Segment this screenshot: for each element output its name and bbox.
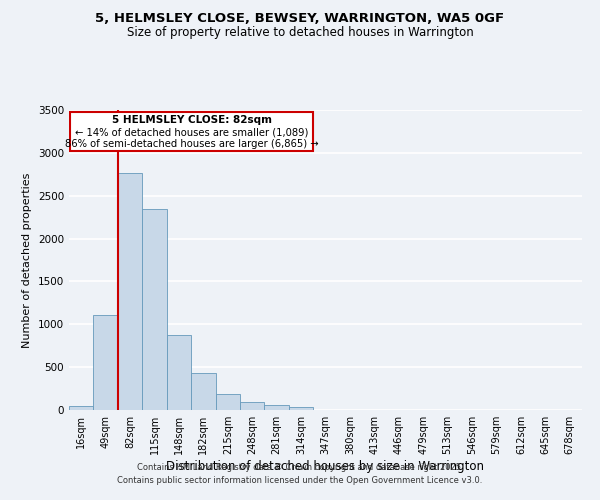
Bar (167, 336, 191, 410)
Bar (215, 394, 240, 410)
Bar (118, 174, 142, 410)
FancyBboxPatch shape (70, 112, 313, 151)
Bar (69, 406, 94, 410)
Text: Contains public sector information licensed under the Open Government Licence v3: Contains public sector information licen… (118, 476, 482, 485)
Text: ← 14% of detached houses are smaller (1,089): ← 14% of detached houses are smaller (1,… (75, 127, 308, 137)
Y-axis label: Number of detached properties: Number of detached properties (22, 172, 32, 348)
Bar (240, 402, 265, 410)
Text: 5 HELMSLEY CLOSE: 82sqm: 5 HELMSLEY CLOSE: 82sqm (112, 116, 272, 126)
Text: 86% of semi-detached houses are larger (6,865) →: 86% of semi-detached houses are larger (… (65, 139, 319, 149)
Text: 5, HELMSLEY CLOSE, BEWSEY, WARRINGTON, WA5 0GF: 5, HELMSLEY CLOSE, BEWSEY, WARRINGTON, W… (95, 12, 505, 26)
Text: Contains HM Land Registry data © Crown copyright and database right 2025.: Contains HM Land Registry data © Crown c… (137, 464, 463, 472)
X-axis label: Distribution of detached houses by size in Warrington: Distribution of detached houses by size … (167, 460, 485, 473)
Bar (191, 373, 215, 410)
Bar (142, 210, 167, 410)
Bar (94, 315, 118, 410)
Bar (289, 408, 313, 410)
Bar (265, 405, 289, 410)
Text: Size of property relative to detached houses in Warrington: Size of property relative to detached ho… (127, 26, 473, 39)
